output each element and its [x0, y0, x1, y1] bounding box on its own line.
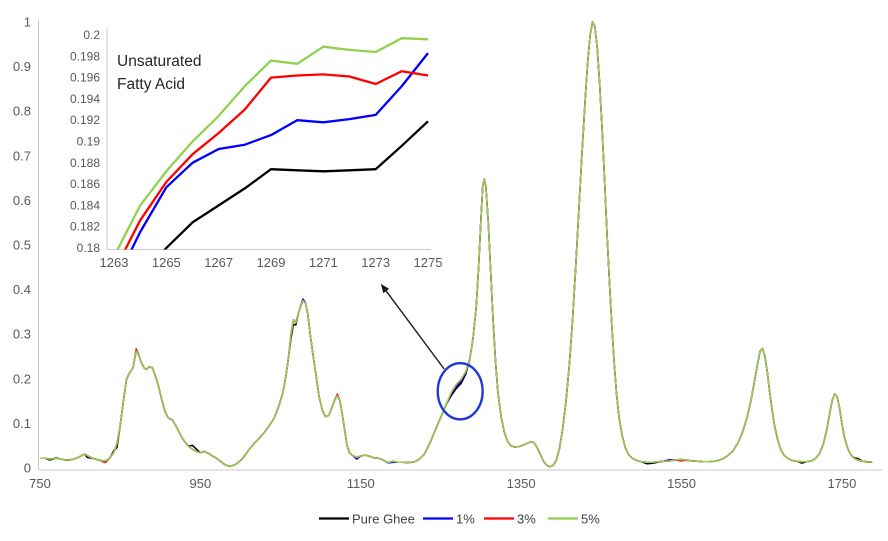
inset-series-line-5-	[116, 37, 429, 250]
main-x-tick-label: 950	[190, 476, 212, 491]
inset-y-tick-label: 0.192	[70, 113, 100, 127]
legend-label-1-[interactable]: 1%	[456, 512, 475, 527]
main-y-tick-label: 0.9	[13, 59, 31, 74]
inset-y-tick-label: 0.196	[70, 71, 100, 85]
inset-series-line-1-	[130, 52, 429, 250]
inset-series-line-pure-ghee	[163, 120, 429, 250]
main-y-tick-label: 0	[24, 461, 31, 476]
inset-series-line-3-	[123, 70, 429, 250]
inset-x-tick-label: 1269	[257, 255, 286, 270]
main-y-tick-label: 0.5	[13, 238, 31, 253]
main-x-tick-label: 750	[29, 476, 51, 491]
main-y-tick-label: 0.6	[13, 193, 31, 208]
main-y-tick-label: 1	[24, 15, 31, 30]
inset-y-tick-label: 0.184	[70, 198, 100, 212]
inset-y-tick-label: 0.18	[77, 241, 101, 255]
main-x-tick-label: 1750	[827, 476, 856, 491]
main-y-tick-label: 0.4	[13, 282, 31, 297]
main-y-tick-label: 0.2	[13, 371, 31, 386]
main-y-tick-label: 0.7	[13, 148, 31, 163]
main-y-tick-label: 0.8	[13, 104, 31, 119]
inset-y-tick-label: 0.19	[77, 135, 101, 149]
main-y-tick-label: 0.3	[13, 327, 31, 342]
inset-y-tick-label: 0.188	[70, 156, 100, 170]
main-y-tick-label: 0.1	[13, 416, 31, 431]
inset-x-tick-label: 1263	[100, 255, 129, 270]
inset-y-tick-label: 0.194	[70, 92, 100, 106]
inset-title-line: Fatty Acid	[117, 76, 185, 93]
inset-panel-background	[55, 8, 435, 278]
inset-x-tick-label: 1267	[204, 255, 233, 270]
inset-y-tick-label: 0.182	[70, 220, 100, 234]
legend-label-3-[interactable]: 3%	[517, 512, 536, 527]
inset-x-tick-label: 1275	[414, 255, 443, 270]
inset-y-tick-label: 0.186	[70, 177, 100, 191]
inset-y-tick-label: 0.2	[83, 28, 100, 42]
arrow-head-annotation	[380, 283, 390, 294]
inset-x-tick-label: 1265	[152, 255, 181, 270]
inset-y-tick-label: 0.198	[70, 49, 100, 63]
main-x-tick-label: 1150	[347, 476, 375, 491]
arrow-line-annotation	[383, 287, 445, 370]
series-line-5-	[40, 21, 873, 468]
inset-title-line: Unsaturated	[117, 53, 201, 70]
main-x-tick-label: 1350	[507, 476, 536, 491]
inset-x-tick-label: 1271	[309, 255, 338, 270]
legend-label-pure-ghee[interactable]: Pure Ghee	[352, 512, 415, 527]
legend-label-5-[interactable]: 5%	[581, 512, 600, 527]
inset-x-tick-label: 1273	[361, 255, 390, 270]
highlight-circle-annotation	[436, 361, 484, 421]
main-x-tick-label: 1550	[667, 476, 696, 491]
